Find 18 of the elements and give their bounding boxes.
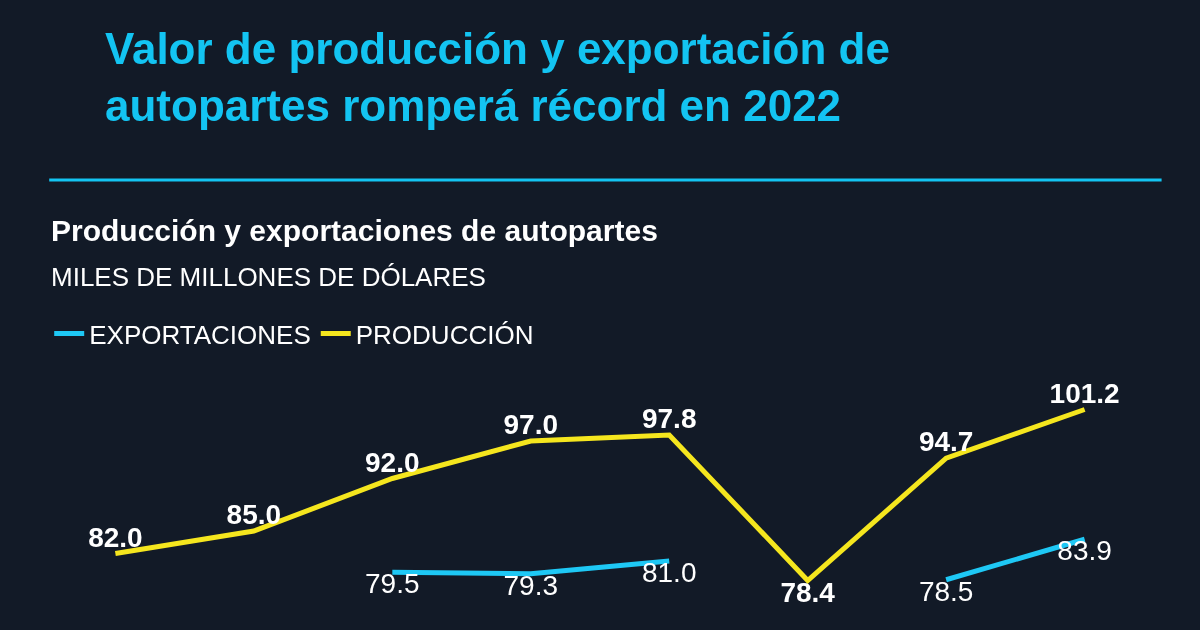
data-label: 94.7 [918,426,974,458]
chart-subtitle: Producción y exportaciones de autopartes [51,214,658,247]
data-label: 92.0 [365,446,420,478]
data-label: 79.3 [503,569,559,601]
data-label: 79.5 [365,568,420,600]
data-label: 97.8 [641,403,697,434]
legend-label: EXPORTACIONES [89,319,311,350]
data-label: 83.9 [1057,535,1112,567]
data-label: 85.0 [226,499,282,530]
data-label: 81.0 [641,557,697,588]
data-label: 101.2 [1049,377,1120,409]
data-label: 78.4 [780,576,836,608]
data-label: 82.0 [88,521,143,553]
data-label: 78.5 [918,575,974,607]
chart-title: Valor de producción y exportación de autopartes romperá récord en 2022 [105,24,890,131]
y-axis-title: MILES DE MILLONES DE DÓLARES [51,262,486,292]
legend-label: PRODUCCIÓN [355,319,534,350]
data-label: 97.0 [503,409,559,440]
